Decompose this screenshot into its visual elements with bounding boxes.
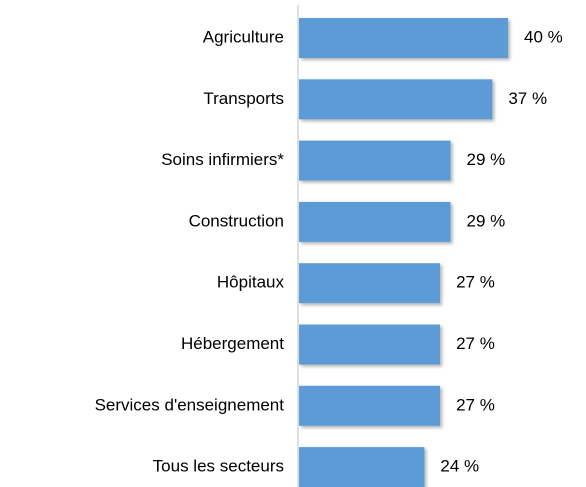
- value-label: 27 %: [456, 334, 495, 353]
- category-label: Tous les secteurs: [153, 457, 284, 476]
- category-label: Agriculture: [203, 27, 284, 46]
- value-label: 37 %: [508, 89, 547, 108]
- category-label: Hébergement: [181, 334, 284, 353]
- value-label: 40 %: [524, 27, 563, 46]
- bar: [299, 201, 451, 242]
- value-label: 24 %: [440, 457, 479, 476]
- category-label: Soins infirmiers*: [161, 150, 284, 169]
- bar: [299, 385, 441, 426]
- category-label: Construction: [189, 211, 284, 230]
- value-label: 27 %: [456, 273, 495, 292]
- category-label: Services d'enseignement: [95, 395, 285, 414]
- value-label: 29 %: [467, 211, 506, 230]
- category-label: Hôpitaux: [217, 273, 285, 292]
- bar: [299, 79, 493, 120]
- bar: [299, 263, 441, 304]
- category-label: Transports: [203, 89, 284, 108]
- bar: [299, 140, 451, 181]
- bar: [299, 324, 441, 365]
- value-label: 27 %: [456, 395, 495, 414]
- value-label: 29 %: [467, 150, 506, 169]
- bar: [299, 18, 508, 58]
- bar: [299, 447, 425, 487]
